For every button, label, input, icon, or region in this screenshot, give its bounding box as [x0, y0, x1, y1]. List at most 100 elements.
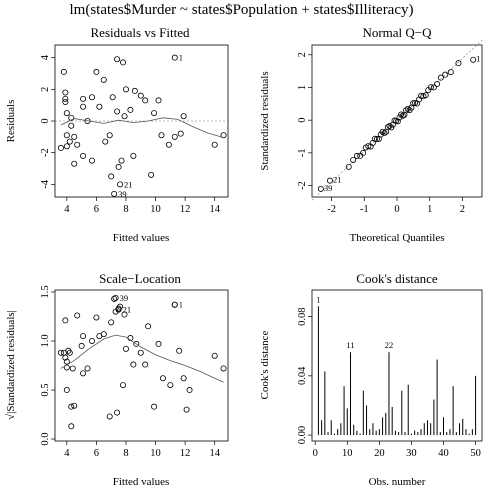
scale-location-point — [63, 358, 70, 365]
residuals-vs-fitted-point — [155, 97, 162, 104]
normal-qq-x-tick-label: 0 — [394, 204, 399, 215]
residuals-vs-fitted-point — [158, 132, 165, 139]
scale-location-point — [142, 361, 149, 368]
normal-qq-point — [357, 152, 364, 159]
scale-location-point — [100, 331, 107, 338]
residuals-vs-fitted-point — [60, 68, 67, 75]
scale-location-point-label: 1 — [179, 300, 183, 310]
normal-qq-point — [384, 124, 391, 131]
residuals-vs-fitted-point-label: 1 — [179, 53, 183, 63]
normal-qq-point — [455, 60, 462, 67]
residuals-vs-fitted-point-label: 39 — [118, 189, 127, 199]
normal-qq-point — [442, 71, 449, 78]
scale-location-point — [220, 365, 227, 372]
residuals-vs-fitted-point — [109, 94, 116, 101]
scale-location-point — [68, 403, 75, 410]
normal-qq-point-label: 1 — [476, 54, 480, 64]
normal-qq-point — [345, 163, 352, 170]
scale-location-point — [111, 295, 118, 302]
normal-qq-point — [430, 84, 437, 91]
cooks-distance-ylabel: Cook's distance — [259, 330, 271, 399]
scale-location-point — [122, 345, 129, 352]
residuals-vs-fitted-point — [100, 76, 107, 83]
residuals-vs-fitted-point — [151, 110, 158, 117]
residuals-vs-fitted-point — [88, 157, 95, 164]
cooks-distance-x-tick-label: 10 — [342, 448, 353, 459]
residuals-vs-fitted-point — [115, 163, 122, 170]
scale-location-plot-area — [54, 289, 229, 442]
residuals-vs-fitted-point-label: 21 — [124, 179, 133, 189]
normal-qq-y-tick-label: -1 — [297, 148, 308, 157]
normal-qq-point — [326, 177, 333, 184]
residuals-vs-fitted-title: Residuals vs Fitted — [91, 25, 190, 40]
cooks-distance-bar-label: 22 — [385, 340, 394, 350]
residuals-vs-fitted-point — [106, 132, 113, 139]
residuals-vs-fitted-point — [57, 144, 64, 151]
scale-location-x-tick-label: 10 — [150, 448, 161, 459]
cooks-distance-y-tick-label: 0.04 — [297, 366, 308, 385]
scale-location-point — [78, 342, 85, 349]
residuals-vs-fitted-point — [108, 173, 115, 180]
residuals-vs-fitted-point — [127, 106, 134, 113]
scale-location-point — [167, 382, 174, 389]
residuals-vs-fitted-point — [120, 59, 127, 66]
scale-location-point — [106, 413, 113, 420]
residuals-vs-fitted-x-tick-label: 6 — [94, 204, 99, 215]
cooks-distance-panel: Cook's distance 0 10 20 30 40 50 0.00 0.04 0.08 1… — [259, 271, 483, 488]
normal-qq-point — [317, 185, 324, 192]
cooks-distance-xlabel: Obs. number — [369, 476, 426, 488]
residuals-vs-fitted-xlabel: Fitted values — [113, 232, 170, 244]
scale-location-x-tick-label: 14 — [209, 448, 220, 459]
scale-location-x-tick-label: 4 — [64, 448, 70, 459]
cooks-distance-bar-label: 1 — [316, 294, 320, 304]
normal-qq-point — [386, 123, 393, 130]
residuals-vs-fitted-point — [74, 141, 81, 148]
scale-location-title: Scale−Location — [99, 271, 181, 286]
residuals-vs-fitted-point — [220, 132, 227, 139]
residuals-vs-fitted-y-tick-label: -2 — [40, 148, 51, 157]
residuals-vs-fitted-point — [165, 141, 172, 148]
scale-location-y-tick-label: 0.5 — [40, 383, 51, 396]
normal-qq-point — [427, 84, 434, 91]
normal-qq-point-label: 21 — [333, 175, 342, 185]
residuals-vs-fitted-point — [180, 113, 187, 120]
normal-qq-point — [434, 81, 441, 88]
cooks-distance-x-tick-label: 40 — [438, 448, 449, 459]
residuals-vs-fitted-point — [88, 94, 95, 101]
normal-qq-point — [379, 128, 386, 135]
scale-location-point — [186, 387, 193, 394]
scale-location-point — [115, 306, 122, 313]
scale-location-point — [112, 294, 119, 301]
scale-location-point — [133, 340, 140, 347]
residuals-vs-fitted-point — [71, 160, 78, 167]
normal-qq-y-tick-label: 1 — [297, 85, 308, 90]
residuals-vs-fitted-point — [148, 171, 155, 178]
scale-location-point — [121, 311, 128, 318]
scale-location-point — [66, 349, 73, 356]
scale-location-point — [93, 314, 100, 321]
residuals-vs-fitted-y-tick-label: 2 — [40, 87, 51, 92]
normal-qq-y-tick-label: 0 — [297, 118, 308, 123]
scale-location-marks: 4 6 8 10 12 14 0.0 0.5 1.0 1.5 1 21 39 — [40, 285, 227, 459]
normal-qq-point — [418, 92, 425, 99]
scale-location-point — [65, 347, 72, 354]
residuals-vs-fitted-x-tick-label: 4 — [64, 204, 70, 215]
scale-location-y-tick-label: 0.0 — [40, 432, 51, 445]
residuals-vs-fitted-point — [130, 152, 137, 159]
residuals-vs-fitted-x-tick-label: 12 — [180, 204, 191, 215]
residuals-vs-fitted-point — [93, 68, 100, 75]
residuals-vs-fitted-point — [118, 157, 125, 164]
residuals-vs-fitted-point — [80, 152, 87, 159]
scale-location-y-tick-label: 1.5 — [40, 285, 51, 298]
normal-qq-point — [422, 92, 429, 99]
scale-location-point — [137, 349, 144, 356]
scale-location-point — [62, 354, 69, 361]
cooks-distance-title: Cook's distance — [356, 271, 438, 286]
cooks-distance-plot-area — [311, 289, 483, 442]
scale-location-point-label: 39 — [120, 293, 129, 303]
scale-location-xlabel: Fitted values — [113, 476, 170, 488]
